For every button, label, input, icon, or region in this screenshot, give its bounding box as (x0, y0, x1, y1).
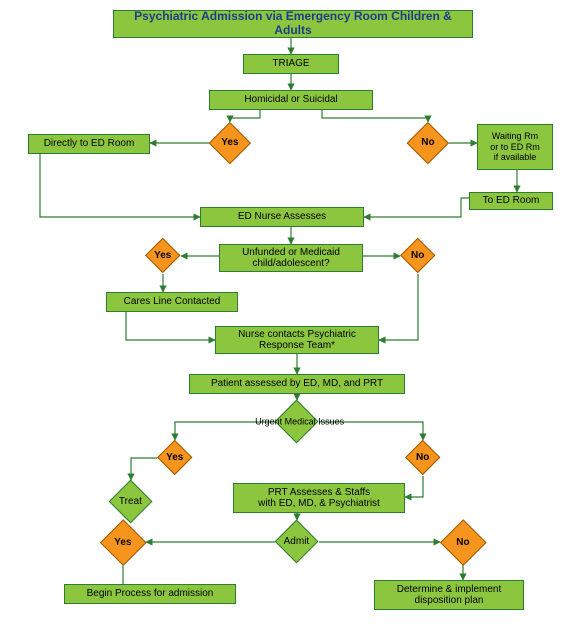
node-label: PRT Assesses & Staffswith ED, MD, & Psyc… (258, 487, 380, 510)
edge (379, 274, 418, 340)
node-d_urg_no: No (405, 440, 441, 476)
node-triage: TRIAGE (243, 54, 339, 74)
node-label: Determine & implementdisposition plan (397, 584, 501, 607)
node-begin: Begin Process for admission (64, 584, 236, 604)
node-d_ad_no: No (440, 519, 486, 565)
node-nurse_prt: Nurse contacts PsychiatricResponse Team* (215, 326, 379, 354)
node-label: No (411, 452, 434, 464)
node-label: Patient assessed by ED, MD, and PRT (211, 378, 383, 390)
node-label: Cares Line Contacted (124, 296, 221, 308)
node-label: Begin Process for admission (87, 588, 214, 600)
node-label: Yes (216, 137, 244, 149)
node-prt_staff: PRT Assesses & Staffswith ED, MD, & Psyc… (233, 483, 405, 513)
node-ed_nurse: ED Nurse Assesses (200, 207, 364, 227)
node-d_urgent: Urgent Medical Issues (275, 400, 319, 444)
node-d_treat: Treat (109, 480, 153, 524)
edge (40, 154, 200, 217)
node-label: Directly to ED Room (44, 138, 135, 150)
node-d_fund_no: No (400, 238, 436, 274)
edge (230, 110, 260, 122)
edge (126, 312, 215, 340)
node-d_hs_no: No (407, 122, 449, 164)
node-waiting: Waiting Rmor to ED Rmif available (477, 124, 553, 170)
node-label: Psychiatric Admission via Emergency Room… (118, 10, 468, 38)
node-unfunded: Unfunded or Medicaidchild/adolescent? (219, 244, 363, 272)
node-label: Waiting Rmor to ED Rmif available (490, 131, 540, 162)
node-label: Unfunded or Medicaidchild/adolescent? (242, 247, 340, 270)
node-label: No (406, 250, 429, 262)
node-d_urg_yes: Yes (157, 440, 193, 476)
node-to_ed: To ED Room (469, 192, 553, 210)
node-cares: Cares Line Contacted (106, 292, 238, 312)
node-d_ad_yes: Yes (100, 519, 146, 565)
edge (131, 458, 157, 480)
node-label: Treat (116, 496, 145, 508)
node-label: Yes (108, 536, 139, 547)
node-label: Urgent Medical Issues (255, 417, 339, 427)
node-label: Admit (282, 536, 311, 548)
node-label: Homicidal or Suicidal (244, 94, 337, 106)
edge (364, 198, 469, 217)
node-label: Yes (163, 452, 186, 464)
edge (322, 110, 428, 122)
node-determine: Determine & implementdisposition plan (374, 580, 524, 610)
edge (405, 476, 423, 497)
node-label: Yes (151, 250, 174, 262)
node-d_fund_yes: Yes (145, 238, 181, 274)
node-label: No (414, 137, 442, 149)
node-label: Nurse contacts PsychiatricResponse Team* (238, 329, 356, 352)
node-label: ED Nurse Assesses (238, 211, 326, 223)
node-hom_suic: Homicidal or Suicidal (209, 90, 373, 110)
node-label: To ED Room (483, 195, 540, 207)
node-label: TRIAGE (272, 58, 309, 70)
node-assessed: Patient assessed by ED, MD, and PRT (189, 374, 405, 394)
node-title: Psychiatric Admission via Emergency Room… (113, 10, 473, 38)
node-d_admit: Admit (275, 520, 319, 564)
node-direct_ed: Directly to ED Room (28, 134, 150, 154)
node-label: No (448, 536, 479, 547)
node-d_hs_yes: Yes (209, 122, 251, 164)
